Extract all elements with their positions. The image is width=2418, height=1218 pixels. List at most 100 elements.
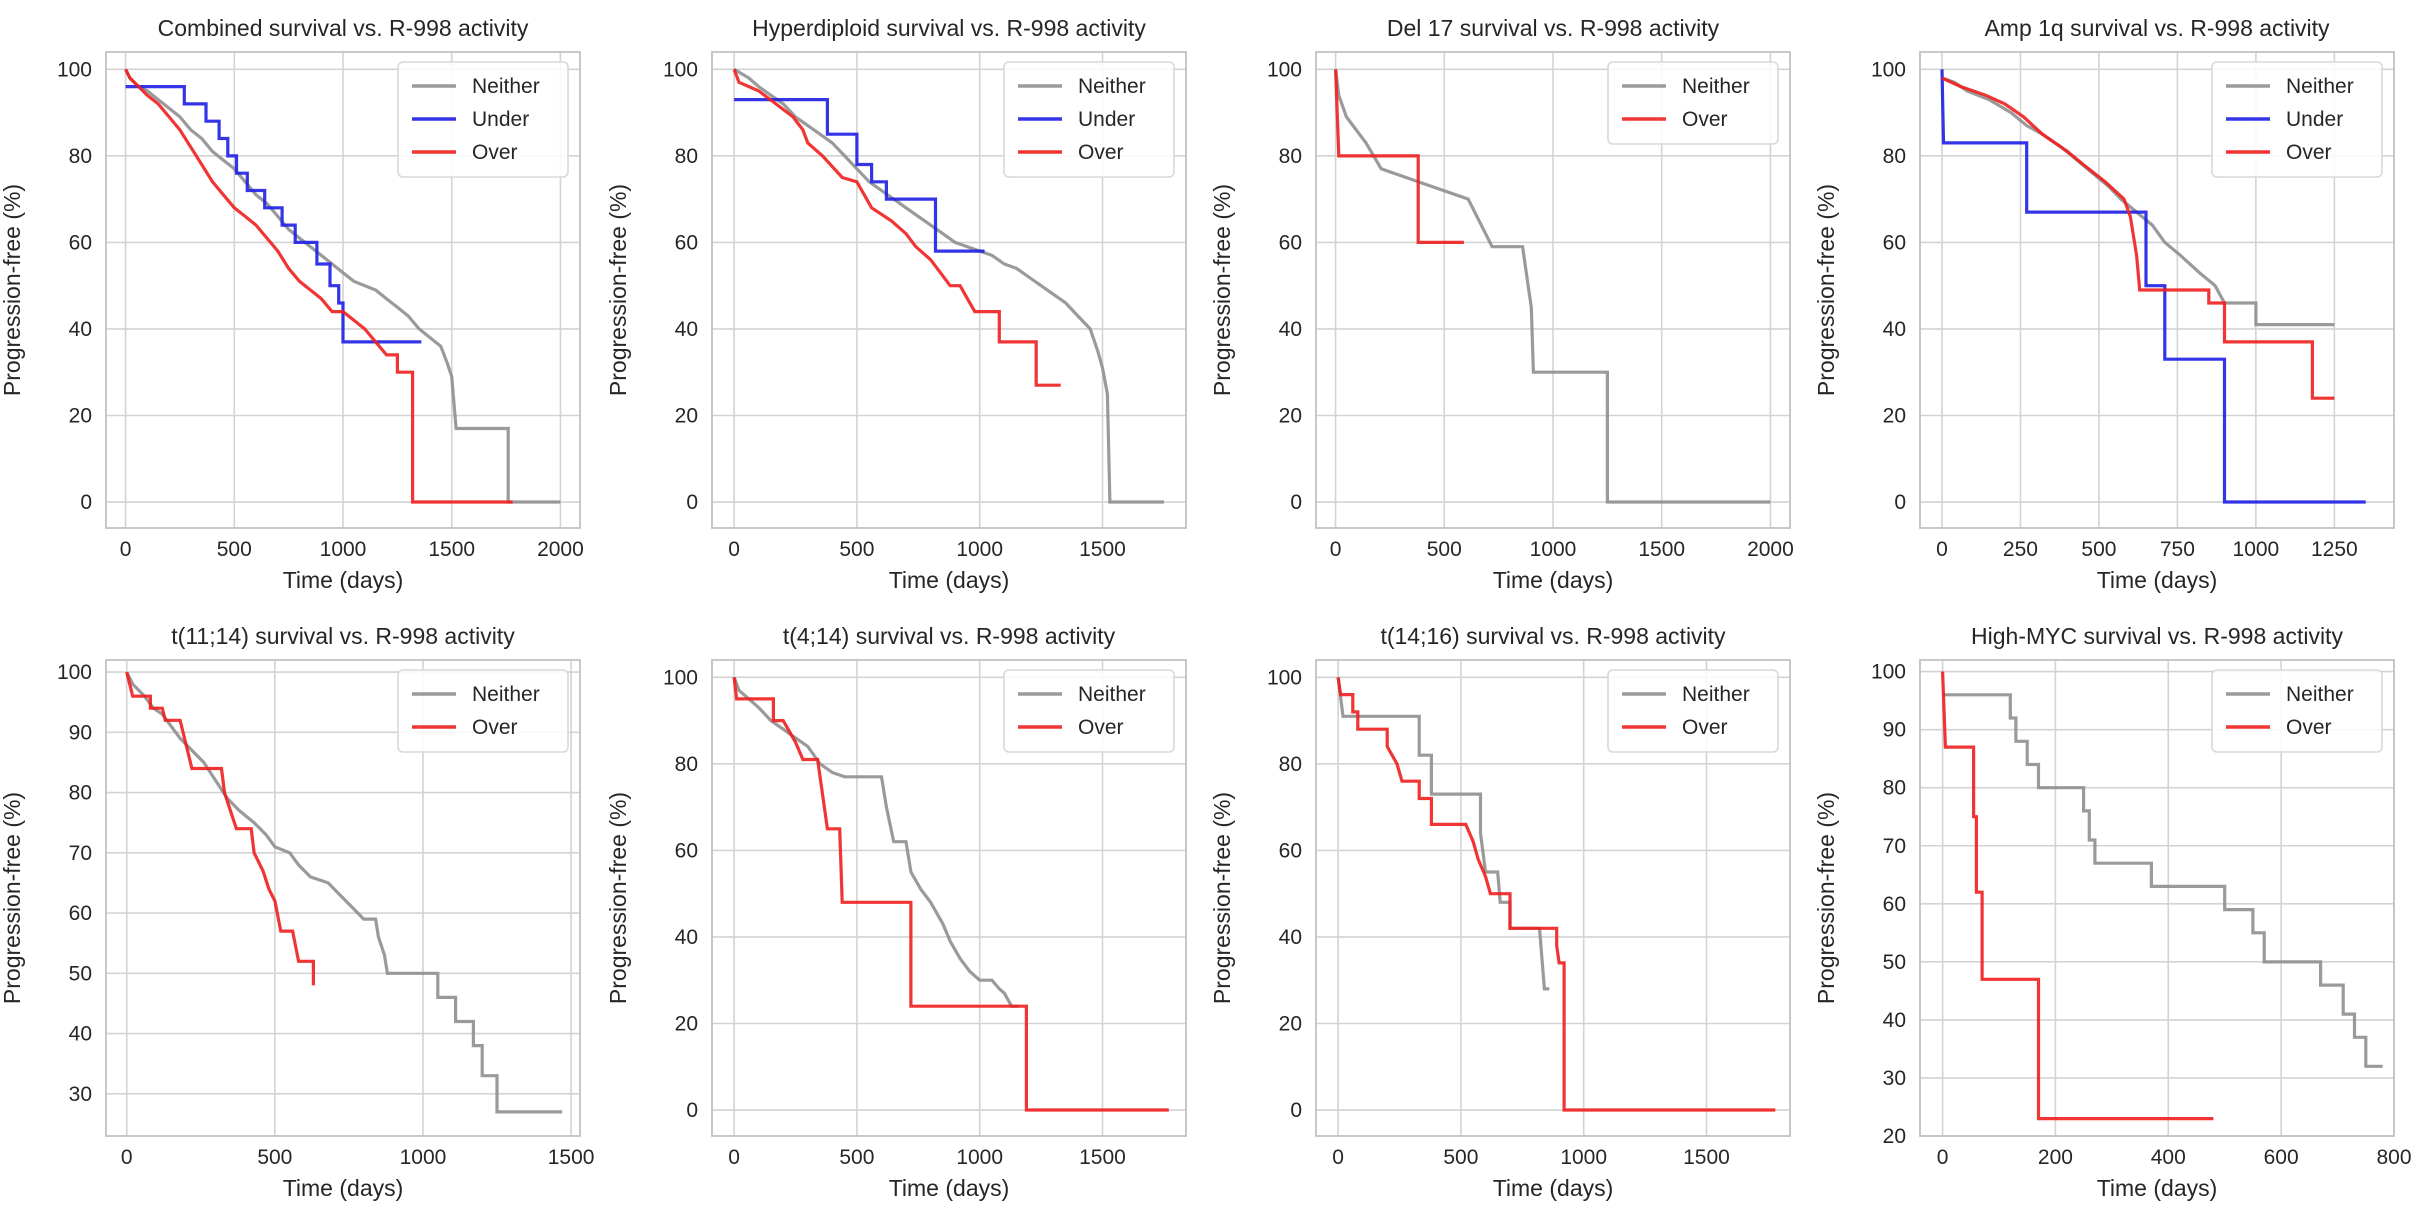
x-tick-label: 1500 <box>428 538 475 561</box>
y-tick-label: 100 <box>1267 666 1302 689</box>
legend-label-under: Under <box>472 108 529 131</box>
y-tick-label: 50 <box>1883 951 1906 974</box>
y-tick-label: 20 <box>1883 1125 1906 1148</box>
y-tick-label: 20 <box>1883 404 1906 427</box>
y-tick-label: 40 <box>1279 926 1302 949</box>
x-tick-label: 1000 <box>1530 538 1577 561</box>
y-tick-label: 50 <box>69 962 92 985</box>
plot-frame <box>1919 51 2395 529</box>
x-tick-label: 250 <box>2003 538 2038 561</box>
x-tick-label: 500 <box>1443 1146 1478 1169</box>
y-tick-label: 60 <box>69 902 92 925</box>
y-tick-label: 80 <box>69 782 92 805</box>
legend-label-under: Under <box>1078 108 1135 131</box>
x-tick-label: 500 <box>2081 538 2116 561</box>
legend-label-neither: Neither <box>1078 683 1146 706</box>
legend-box <box>2211 61 2383 178</box>
x-tick-label: 1000 <box>1560 1146 1607 1169</box>
y-axis-label: Progression-free (%) <box>605 792 631 1004</box>
panel-1: 0 500 1000 1500 2000 0 20 40 60 80 100 Combined sur… <box>0 15 584 593</box>
y-tick-label: 20 <box>675 404 698 427</box>
y-tick-label: 40 <box>675 926 698 949</box>
legend-box <box>397 61 569 178</box>
y-tick-label: 40 <box>1883 318 1906 341</box>
y-tick-label: 100 <box>57 58 92 81</box>
legend-label-neither: Neither <box>472 75 540 98</box>
y-tick-label: 60 <box>1279 231 1302 254</box>
plot-frame <box>105 659 581 1137</box>
y-tick-label: 60 <box>675 839 698 862</box>
y-tick-label: 90 <box>69 721 92 744</box>
x-tick-label: 200 <box>2038 1146 2073 1169</box>
x-tick-label: 0 <box>728 538 740 561</box>
panel-title: Del 17 survival vs. R-998 activity <box>1387 15 1720 41</box>
x-tick-label: 1500 <box>1683 1146 1730 1169</box>
plot-frame <box>1315 659 1791 1137</box>
y-tick-label: 20 <box>1279 404 1302 427</box>
plot-frame <box>711 51 1187 529</box>
series-line-over <box>1336 677 1776 1112</box>
x-axis-label: Time (days) <box>1493 567 1614 593</box>
legend: Neither Over <box>1607 669 1779 753</box>
series-line-under <box>1940 69 2366 504</box>
y-tick-label: 60 <box>1883 893 1906 916</box>
y-tick-label: 80 <box>675 753 698 776</box>
legend-box <box>1607 669 1779 753</box>
panel-title: High-MYC survival vs. R-998 activity <box>1971 623 2343 649</box>
legend-label-over: Over <box>1078 716 1124 739</box>
y-tick-label: 0 <box>1290 1099 1302 1122</box>
x-tick-label: 0 <box>1937 1146 1949 1169</box>
panel-7: 0 500 1000 1500 0 20 40 60 80 100 t(14;16) surviva… <box>1209 623 1791 1201</box>
legend-box <box>1003 61 1175 178</box>
legend-label-neither: Neither <box>2286 75 2354 98</box>
x-axis-label: Time (days) <box>1493 1175 1614 1201</box>
y-axis-label: Progression-free (%) <box>1209 792 1235 1004</box>
legend-label-over: Over <box>2286 716 2332 739</box>
y-tick-label: 0 <box>1894 491 1906 514</box>
series-line-neither <box>125 671 563 1114</box>
y-tick-label: 80 <box>69 145 92 168</box>
x-tick-label: 500 <box>257 1146 292 1169</box>
panel-title: Hyperdiploid survival vs. R-998 activity <box>752 15 1146 41</box>
legend-label-neither: Neither <box>472 683 540 706</box>
x-axis-label: Time (days) <box>2097 567 2218 593</box>
series-line-neither <box>124 68 561 504</box>
y-tick-label: 70 <box>1883 835 1906 858</box>
y-tick-label: 60 <box>1279 839 1302 862</box>
plot-frame <box>1919 659 2395 1137</box>
y-tick-label: 0 <box>80 491 92 514</box>
legend-label-over: Over <box>472 141 518 164</box>
x-axis-label: Time (days) <box>889 1175 1010 1201</box>
panel-title: t(11;14) survival vs. R-998 activity <box>171 623 515 649</box>
x-tick-label: 1000 <box>956 538 1003 561</box>
legend: Neither Over <box>1607 61 1779 145</box>
panel-title: Combined survival vs. R-998 activity <box>158 15 529 41</box>
x-tick-label: 500 <box>839 538 874 561</box>
y-axis-label: Progression-free (%) <box>1209 184 1235 396</box>
y-tick-label: 0 <box>1290 491 1302 514</box>
y-axis-label: Progression-free (%) <box>0 792 25 1004</box>
panel-title: t(14;16) survival vs. R-998 activity <box>1380 623 1726 649</box>
series-line-over <box>124 68 513 504</box>
x-tick-label: 500 <box>217 538 252 561</box>
panel-2: 0 500 1000 1500 0 20 40 60 80 100 Hyperdiploid sur… <box>605 15 1187 593</box>
legend: Neither Under Over <box>1003 61 1175 178</box>
x-tick-label: 1500 <box>1638 538 1685 561</box>
legend: Neither Over <box>397 669 569 753</box>
legend-label-over: Over <box>1078 141 1124 164</box>
legend-label-neither: Neither <box>2286 683 2354 706</box>
y-tick-label: 40 <box>69 318 92 341</box>
panel-title: t(4;14) survival vs. R-998 activity <box>783 623 1116 649</box>
legend: Neither Over <box>1003 669 1175 753</box>
y-tick-label: 80 <box>1279 145 1302 168</box>
y-tick-label: 60 <box>675 231 698 254</box>
x-tick-label: 0 <box>728 1146 740 1169</box>
y-tick-label: 20 <box>69 404 92 427</box>
x-axis-label: Time (days) <box>889 567 1010 593</box>
x-tick-label: 1000 <box>400 1146 447 1169</box>
panel-4: 0 250 500 750 1000 1250 0 20 40 60 80 100 Amp 1q sur… <box>1813 15 2395 593</box>
legend-label-neither: Neither <box>1078 75 1146 98</box>
legend: Neither Under Over <box>397 61 569 178</box>
x-tick-label: 750 <box>2160 538 2195 561</box>
x-tick-label: 0 <box>120 538 132 561</box>
